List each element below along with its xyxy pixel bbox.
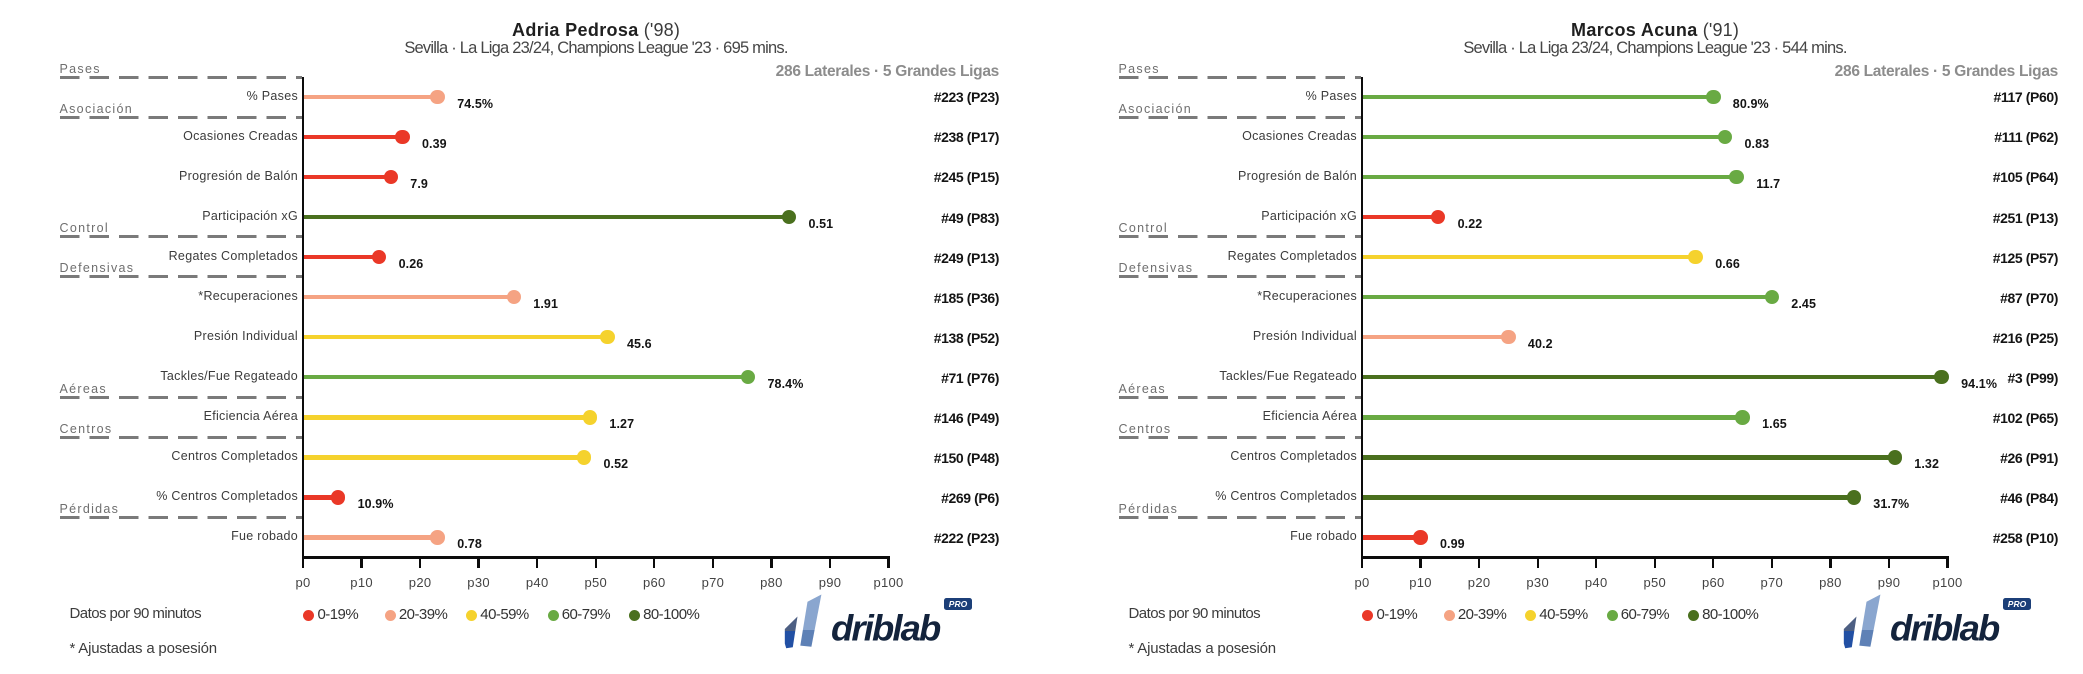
- svg-text:driblab: driblab: [1890, 607, 2000, 648]
- svg-text:PRO: PRO: [2008, 599, 2027, 609]
- svg-text:driblab: driblab: [831, 607, 941, 648]
- svg-text:PRO: PRO: [949, 599, 968, 609]
